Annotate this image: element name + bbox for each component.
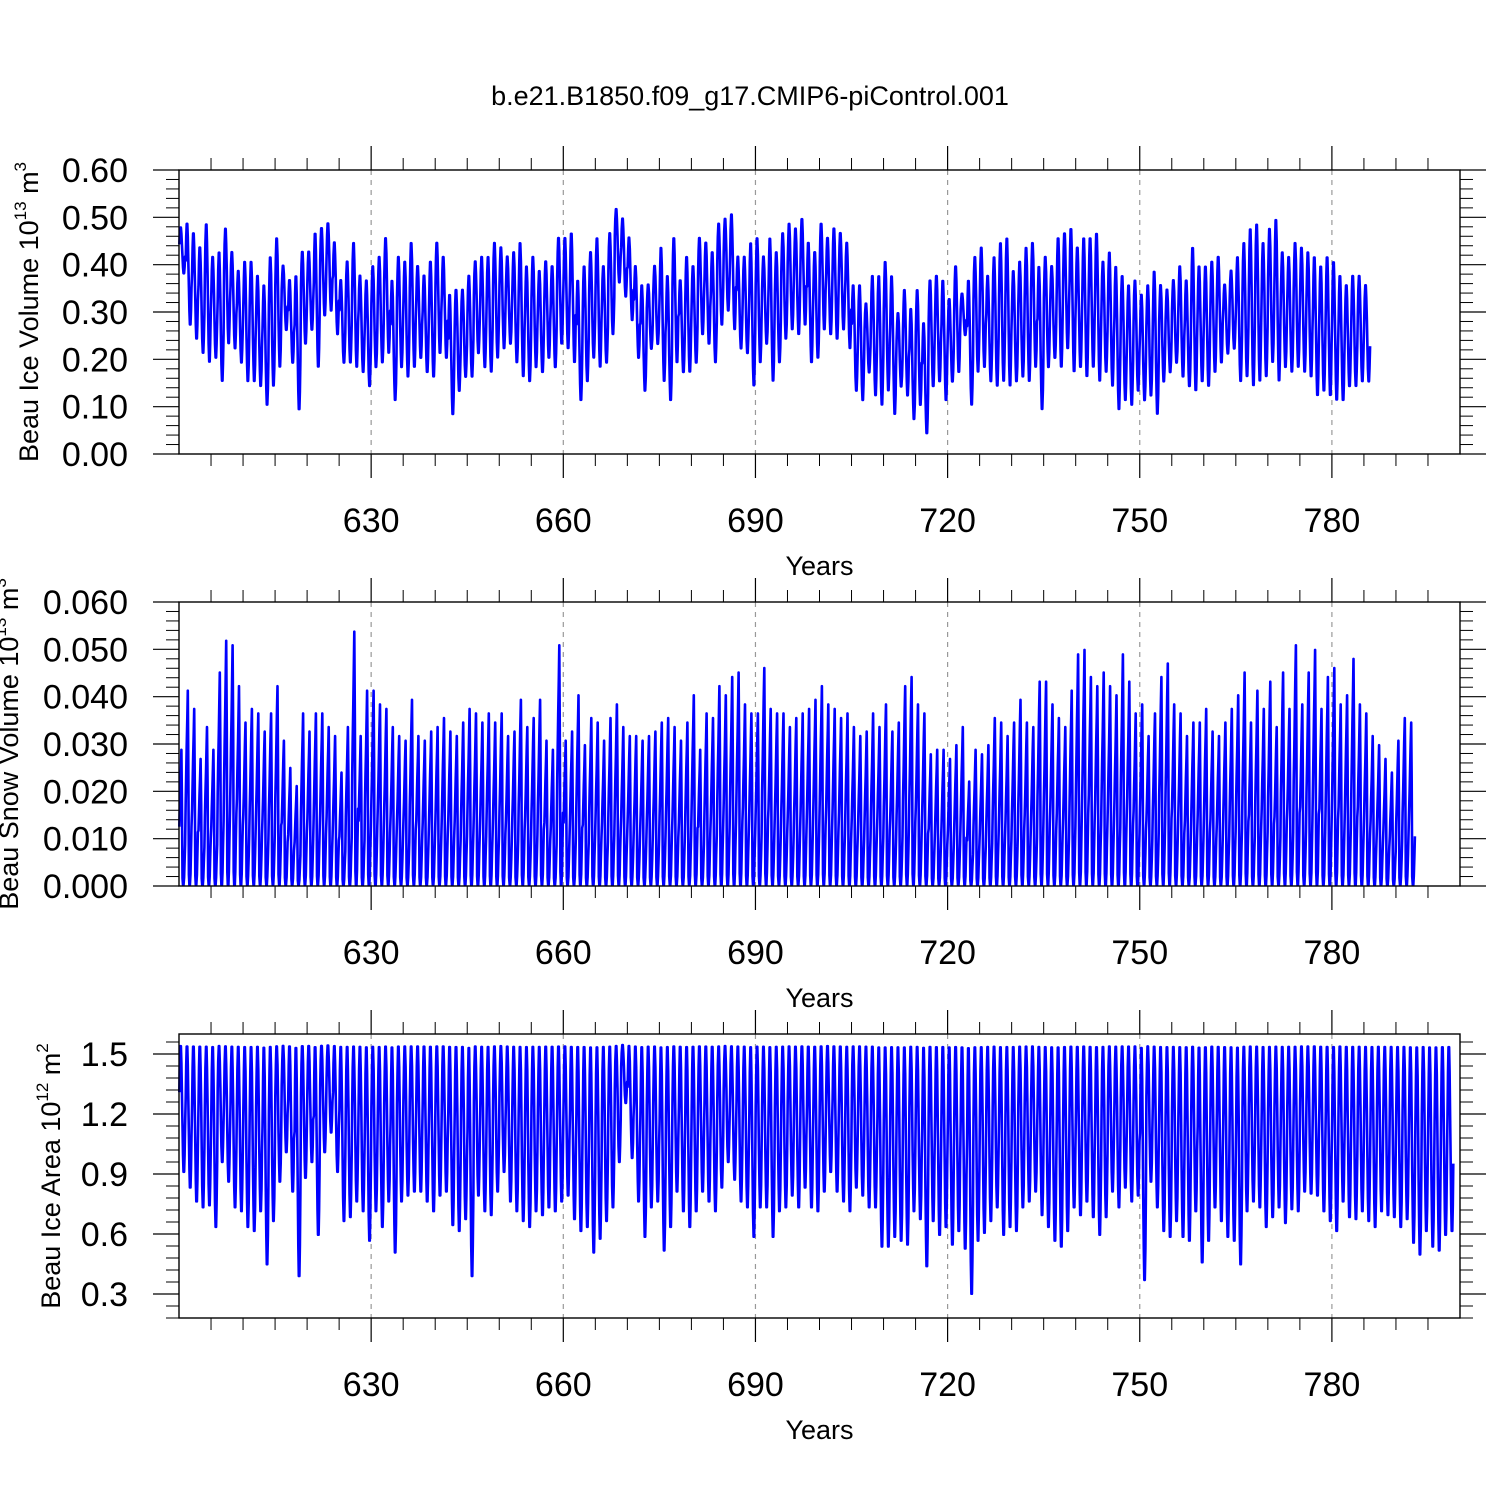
- y-axis-label-unit: m: [0, 588, 24, 618]
- y-tick-label: 0.30: [62, 294, 128, 332]
- y-tick-label: 0.060: [43, 584, 128, 622]
- y-tick-label: 0.00: [62, 436, 128, 474]
- y-axis-label-unit-exponent: 2: [33, 1043, 52, 1052]
- y-tick-label: 0.040: [43, 679, 128, 717]
- x-tick-label: 720: [919, 934, 976, 972]
- y-axis-label-exponent: 12: [33, 1083, 52, 1102]
- y-axis-label-unit-exponent: 3: [0, 578, 10, 587]
- x-tick-label: 630: [343, 934, 400, 972]
- x-tick-label: 780: [1304, 502, 1361, 540]
- x-tick-label: 720: [919, 1366, 976, 1404]
- x-tick-label: 690: [727, 502, 784, 540]
- x-axis-label: Years: [785, 551, 853, 581]
- x-tick-label: 630: [343, 502, 400, 540]
- x-tick-label: 780: [1304, 934, 1361, 972]
- y-tick-label: 0.020: [43, 773, 128, 811]
- x-tick-label: 750: [1111, 502, 1168, 540]
- series-line: [178, 630, 1417, 887]
- y-tick-label: 0.000: [43, 868, 128, 906]
- x-tick-label: 720: [919, 502, 976, 540]
- x-tick-label: 690: [727, 934, 784, 972]
- x-axis-label: Years: [785, 983, 853, 1013]
- x-tick-label: 780: [1304, 1366, 1361, 1404]
- y-tick-label: 0.030: [43, 726, 128, 764]
- y-axis-label-exponent: 13: [0, 618, 10, 637]
- y-axis-label-main: Beau Ice Area 10: [36, 1102, 66, 1309]
- x-axis-label: Years: [785, 1415, 853, 1445]
- y-tick-label: 0.10: [62, 389, 128, 427]
- x-tick-label: 660: [535, 934, 592, 972]
- y-axis-label-unit: m: [36, 1053, 66, 1083]
- y-tick-label: 0.010: [43, 821, 128, 859]
- y-tick-label: 0.9: [81, 1156, 128, 1194]
- series-line: [178, 207, 1372, 435]
- y-tick-label: 1.5: [81, 1036, 128, 1074]
- y-axis-label-unit: m: [14, 171, 44, 201]
- series-line: [178, 1043, 1455, 1295]
- x-tick-label: 630: [343, 1366, 400, 1404]
- chart-panel-2: 630 660 690 720 750 780 0.000 0.010 0.020 0.030 0.…: [0, 578, 1486, 1013]
- y-tick-label: 0.60: [62, 152, 128, 190]
- y-axis-label: Beau Snow Volume 1013 m3: [0, 578, 24, 910]
- y-tick-label: 0.50: [62, 199, 128, 237]
- y-tick-label: 0.6: [81, 1216, 128, 1254]
- y-tick-label: 0.40: [62, 247, 128, 285]
- x-tick-label: 690: [727, 1366, 784, 1404]
- figure-title: b.e21.B1850.f09_g17.CMIP6-piControl.001: [491, 81, 1009, 111]
- chart-panel-1: 630 660 690 720 750 780 0.00 0.10 0.20 0.30 0.40 0.…: [11, 146, 1486, 581]
- y-axis-label-exponent: 13: [11, 201, 30, 220]
- y-tick-label: 0.050: [43, 631, 128, 669]
- y-axis-label-main: Beau Ice Volume 10: [14, 220, 44, 462]
- y-axis-label: Beau Ice Volume 1013 m3: [11, 162, 44, 462]
- y-tick-label: 1.2: [81, 1096, 128, 1134]
- chart-panel-3: 630 660 690 720 750 780 0.3 0.6 0.9 1.2 1.5 Years Be…: [33, 1010, 1486, 1445]
- y-axis-label: Beau Ice Area 1012 m2: [33, 1043, 66, 1309]
- x-tick-label: 750: [1111, 934, 1168, 972]
- x-tick-label: 660: [535, 1366, 592, 1404]
- x-tick-label: 750: [1111, 1366, 1168, 1404]
- x-tick-label: 660: [535, 502, 592, 540]
- y-tick-label: 0.3: [81, 1276, 128, 1314]
- y-axis-label-unit-exponent: 3: [11, 162, 30, 171]
- y-tick-label: 0.20: [62, 341, 128, 379]
- y-axis-label-main: Beau Snow Volume 10: [0, 637, 24, 910]
